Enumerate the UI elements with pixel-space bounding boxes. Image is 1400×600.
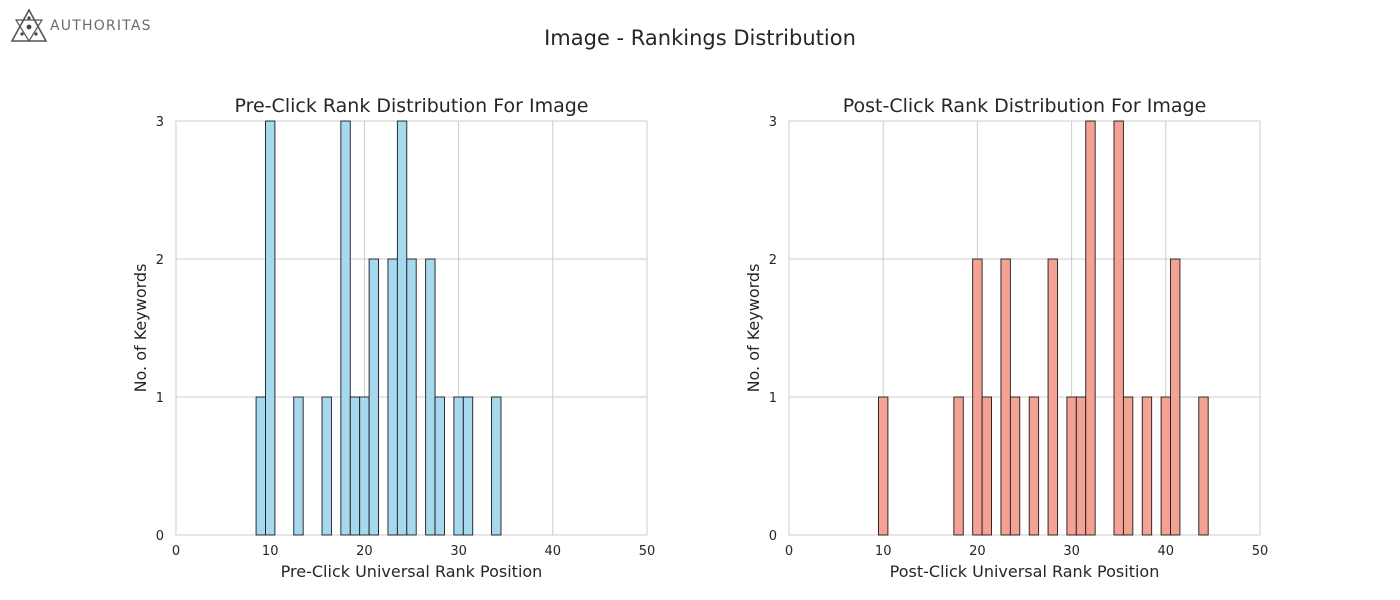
y-tick-label: 1 [156, 391, 164, 406]
chart-panel-1: 0 10 20 30 40 50 0 1 2 3 Pre-Click Rank Distributi… [131, 95, 655, 581]
histogram-bar [1009, 396, 1021, 536]
chart-title: Pre-Click Rank Distribution For Image [234, 95, 588, 117]
x-tick-label: 50 [1252, 544, 1269, 559]
histogram-bar [1198, 396, 1209, 536]
histogram-bar [387, 258, 398, 536]
histogram-bar [491, 396, 502, 536]
y-tick-label: 3 [769, 115, 777, 130]
y-tick-label: 1 [769, 391, 777, 406]
x-axis-label: Post-Click Universal Rank Position [890, 562, 1160, 581]
histogram-bar [1160, 396, 1171, 536]
x-tick-label: 10 [875, 544, 892, 559]
x-tick-label: 20 [969, 544, 986, 559]
chart-panel-2: 0 10 20 30 40 50 0 1 2 3 Post-Click Rank Distribut… [744, 95, 1268, 581]
histogram-bar [293, 396, 304, 536]
histogram-bar [359, 396, 370, 536]
histogram-bar [434, 396, 445, 536]
chart-title: Post-Click Rank Distribution For Image [843, 95, 1207, 117]
histogram-bar [878, 396, 889, 536]
x-tick-label: 50 [639, 544, 656, 559]
histogram-bar [972, 258, 983, 536]
x-axis-label: Pre-Click Universal Rank Position [281, 562, 543, 581]
histogram-bar [462, 396, 474, 536]
x-tick-label: 40 [1158, 544, 1175, 559]
authoritas-logo: AUTHORITAS [10, 8, 152, 44]
histogram-bar [453, 396, 464, 536]
x-tick-label: 30 [450, 544, 467, 559]
logo-text: AUTHORITAS [50, 18, 152, 34]
histogram-bar [406, 258, 417, 536]
histogram-bar [1000, 258, 1011, 536]
histogram-bar [1113, 120, 1124, 536]
y-tick-label: 0 [156, 529, 164, 544]
x-tick-label: 0 [785, 544, 793, 559]
y-tick-label: 2 [156, 253, 164, 268]
histogram-bar [981, 396, 992, 536]
y-tick-label: 2 [769, 253, 777, 268]
y-axis-label: No. of Keywords [131, 264, 150, 393]
x-tick-label: 30 [1063, 544, 1080, 559]
plot-frame [788, 120, 1261, 536]
authoritas-star-icon [10, 8, 48, 43]
histogram-bar [321, 396, 332, 536]
histogram-bar [349, 396, 361, 536]
histogram-bar [1122, 396, 1134, 536]
x-tick-label: 40 [545, 544, 562, 559]
x-tick-label: 20 [356, 544, 373, 559]
histogram-bar [1141, 396, 1153, 536]
histogram-bar [1028, 396, 1040, 536]
histogram-bar [1047, 258, 1058, 536]
histogram-bar [368, 258, 379, 536]
histogram-bar [396, 120, 408, 536]
x-tick-label: 0 [172, 544, 180, 559]
histogram-bar [1075, 396, 1087, 536]
x-tick-label: 10 [262, 544, 279, 559]
histogram-bar [1066, 396, 1077, 536]
histogram-bar [340, 120, 351, 536]
y-tick-label: 3 [156, 115, 164, 130]
histogram-bar [255, 396, 266, 536]
page-title: Image - Rankings Distribution [544, 26, 856, 50]
histogram-bar [1085, 120, 1096, 536]
histogram-bar [425, 258, 436, 536]
y-tick-label: 0 [769, 529, 777, 544]
histogram-bar [953, 396, 964, 536]
histogram-bar [1170, 258, 1181, 536]
histogram-bar [265, 120, 276, 536]
y-axis-label: No. of Keywords [744, 264, 763, 393]
